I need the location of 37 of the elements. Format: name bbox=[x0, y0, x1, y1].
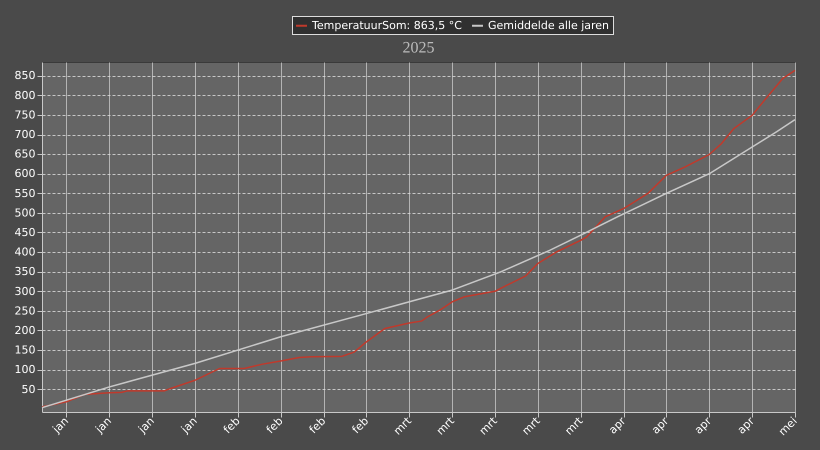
x-tick-label: mrt bbox=[434, 414, 458, 438]
y-tick-label: 750 bbox=[14, 108, 36, 122]
y-tick-label: 350 bbox=[14, 265, 36, 278]
chart-title: 2025 bbox=[402, 40, 434, 56]
y-tick-label: 300 bbox=[14, 284, 36, 298]
x-tick-label: feb bbox=[220, 414, 243, 436]
x-tick-label: apr bbox=[734, 414, 758, 437]
x-tick-label: apr bbox=[606, 414, 629, 437]
y-tick-label: 150 bbox=[14, 344, 36, 357]
x-tick-label: mrt bbox=[520, 414, 544, 438]
y-tick-label: 400 bbox=[14, 246, 36, 259]
x-tick-label: feb bbox=[306, 414, 328, 436]
x-tick-label: apr bbox=[692, 414, 714, 437]
y-tick-label: 50 bbox=[22, 382, 36, 396]
x-tick-label: feb bbox=[264, 414, 286, 436]
x-tick-label: apr bbox=[649, 414, 672, 437]
y-tick-label: 700 bbox=[14, 128, 36, 142]
y-tick-label: 100 bbox=[14, 363, 36, 376]
x-tick-label: mrt bbox=[562, 414, 586, 438]
x-tick-label: mrt bbox=[391, 414, 415, 438]
y-tick-label: 550 bbox=[14, 186, 36, 200]
x-tick-label: feb bbox=[350, 414, 372, 436]
x-tick-label: jan bbox=[135, 414, 157, 436]
y-tick-label: 200 bbox=[14, 324, 36, 337]
x-tick-label: jan bbox=[178, 414, 200, 436]
y-tick-label: 450 bbox=[14, 226, 36, 239]
x-tick-label: mrt bbox=[476, 414, 500, 438]
y-tick-label: 850 bbox=[14, 69, 36, 82]
y-tick-label: 250 bbox=[14, 304, 36, 318]
y-tick-label: 650 bbox=[14, 148, 36, 161]
y-tick-label: 600 bbox=[14, 167, 36, 180]
legend-label: TemperatuurSom: 863,5 °C bbox=[311, 18, 462, 32]
legend-label: Gemiddelde alle jaren bbox=[488, 18, 610, 32]
y-tick-label: 500 bbox=[14, 206, 36, 220]
x-tick-label: jan bbox=[92, 414, 114, 436]
y-tick-label: 800 bbox=[14, 88, 36, 102]
x-tick-label: jan bbox=[49, 414, 72, 436]
